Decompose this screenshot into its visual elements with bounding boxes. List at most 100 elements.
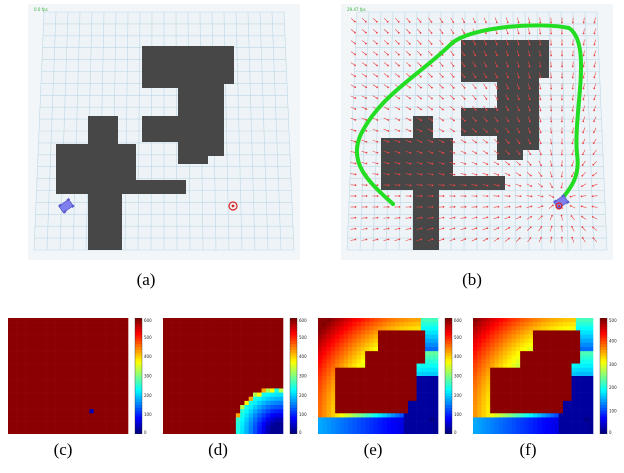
heatmap-cell — [261, 367, 267, 373]
heatmap-cell — [231, 409, 237, 414]
heatmap-cell — [494, 417, 500, 422]
heatmap-cell — [330, 413, 336, 418]
heatmap-cell — [584, 421, 590, 427]
heatmap-cell — [110, 363, 116, 369]
heatmap-cell — [360, 355, 366, 360]
heatmap-cell — [541, 392, 547, 398]
heatmap-cell — [25, 421, 30, 427]
heatmap-cell — [498, 338, 504, 344]
heatmap-cell — [550, 342, 555, 348]
heatmap-cell — [541, 363, 547, 369]
heatmap-cell — [326, 384, 332, 389]
heatmap-cell — [494, 330, 500, 335]
heatmap-cell — [102, 351, 107, 356]
heatmap-cell — [382, 330, 387, 335]
heatmap-cell — [481, 359, 487, 364]
colorbar-segment — [290, 384, 297, 388]
heatmap-cell — [261, 359, 267, 364]
heatmap-cell — [25, 330, 30, 335]
heatmap-cell — [369, 396, 375, 402]
field-arrowhead — [518, 131, 521, 134]
heatmap-cell — [55, 318, 60, 323]
heatmap-cell — [545, 384, 551, 389]
heatmap-cell — [481, 363, 487, 369]
heatmap-cell — [59, 363, 65, 369]
field-arrowhead — [475, 205, 478, 208]
heatmap-cell — [528, 405, 534, 410]
heatmap-cell — [580, 417, 585, 422]
heatmap-cell — [12, 363, 17, 369]
colorbar-segment — [290, 341, 297, 345]
heatmap-cell — [223, 409, 228, 414]
colorbar-tick-label: 400 — [609, 339, 617, 344]
heatmap-cell — [98, 326, 103, 331]
heatmap-cell — [330, 355, 336, 360]
heatmap-cell — [473, 409, 478, 414]
field-arrowhead — [376, 184, 379, 187]
heatmap-cell — [348, 334, 353, 340]
field-arrowhead — [508, 205, 511, 208]
heatmap-cell — [16, 351, 22, 356]
heatmap-cell — [494, 355, 500, 360]
target-dot — [557, 204, 561, 208]
field-arrowhead — [387, 238, 390, 241]
field-arrowhead — [486, 227, 489, 229]
heatmap-cell — [253, 334, 258, 340]
heatmap-cell — [494, 318, 500, 323]
heatmap-cell — [89, 326, 95, 331]
heatmap-cell — [339, 380, 345, 385]
heatmap-cell — [425, 371, 430, 377]
heatmap-cell — [498, 429, 504, 434]
heatmap-cell — [171, 338, 177, 344]
heatmap-cell — [545, 318, 551, 323]
heatmap-cell — [12, 417, 17, 422]
field-arrowhead — [518, 142, 521, 144]
heatmap-cell — [115, 417, 120, 422]
heatmap-cell — [248, 384, 254, 389]
heatmap-cell — [507, 318, 512, 323]
heatmap-cell — [412, 318, 417, 323]
field-arrowhead — [442, 173, 445, 176]
heatmap-cell — [425, 429, 430, 434]
heatmap-cell — [193, 409, 198, 414]
heatmap-cell — [63, 351, 69, 356]
heatmap-cell — [20, 392, 26, 398]
heatmap-cell — [386, 409, 392, 414]
heatmap-cell — [575, 355, 581, 360]
colorbar-segment — [290, 355, 297, 359]
heatmap-cell — [412, 363, 417, 369]
heatmap-cell — [533, 425, 538, 431]
heatmap-cell — [248, 396, 254, 402]
heatmap-cell — [278, 326, 284, 331]
field-arrowhead — [365, 97, 368, 100]
colorbar-segment — [135, 381, 142, 386]
heatmap-cell — [106, 355, 112, 360]
heatmap-cell — [382, 392, 387, 398]
heatmap-cell — [205, 429, 211, 434]
heatmap-cell — [85, 363, 90, 369]
field-arrowhead — [453, 173, 456, 176]
heatmap-cell — [533, 396, 538, 402]
field-arrowhead — [365, 151, 368, 154]
field-arrowhead — [431, 162, 434, 165]
field-arrowhead — [550, 120, 553, 123]
heatmap-cell — [575, 322, 581, 327]
colorbar-segment — [445, 413, 452, 417]
field-arrowhead — [354, 238, 357, 241]
heatmap-cell — [433, 388, 439, 393]
heatmap-cell — [485, 359, 491, 364]
heatmap-cell — [261, 342, 267, 348]
heatmap-cell — [244, 367, 250, 373]
heatmap-cell — [550, 334, 555, 340]
heatmap-cell — [507, 351, 512, 356]
heatmap-cell — [55, 330, 60, 335]
heatmap-cell — [378, 380, 383, 385]
heatmap-cell — [210, 367, 215, 373]
heatmap-cell — [42, 425, 47, 431]
heatmap-cell — [85, 429, 90, 434]
heatmap-cell — [102, 334, 107, 340]
heatmap-cell — [110, 425, 116, 431]
heatmap-cell — [248, 409, 254, 414]
heatmap-cell — [180, 371, 185, 377]
heatmap-cell — [420, 392, 426, 398]
